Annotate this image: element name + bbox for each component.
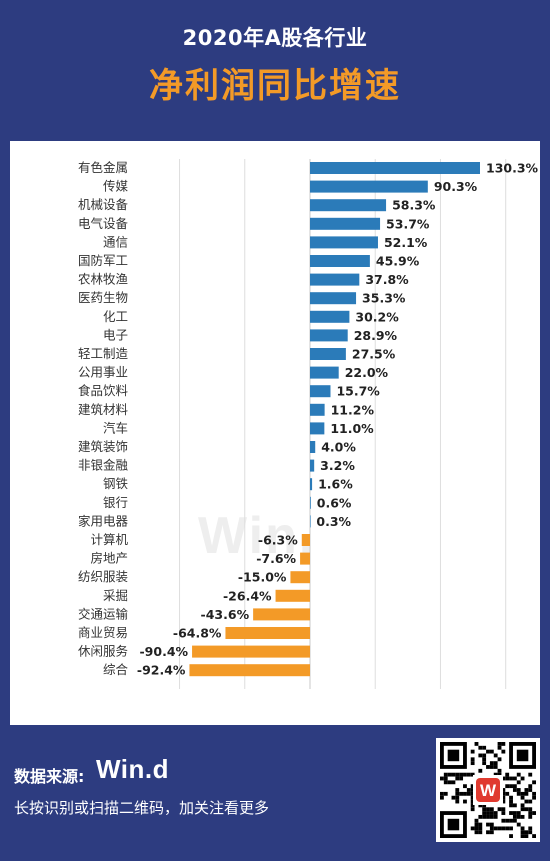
category-label: 综合 bbox=[103, 662, 129, 677]
category-label: 传媒 bbox=[103, 179, 129, 194]
bar bbox=[310, 403, 325, 416]
bar bbox=[310, 496, 311, 509]
value-label: 3.2% bbox=[320, 458, 355, 473]
data-source-label: 数据来源: bbox=[14, 767, 85, 786]
category-label: 建筑材料 bbox=[78, 402, 129, 417]
bar bbox=[290, 571, 310, 584]
value-label: 53.7% bbox=[386, 216, 430, 231]
value-label: 11.2% bbox=[331, 402, 375, 417]
bar bbox=[310, 273, 360, 286]
category-label: 汽车 bbox=[103, 420, 128, 435]
bar bbox=[310, 515, 311, 528]
bar bbox=[310, 366, 339, 379]
bar bbox=[310, 162, 480, 174]
value-label: 27.5% bbox=[352, 347, 396, 362]
bar bbox=[253, 608, 310, 621]
bar-chart: 有色金属 130.3% 传媒 90.3% 机械设备 58.3% 电气设备 53.7% 通信 52.… bbox=[78, 159, 539, 689]
qr-code-icon[interactable]: W bbox=[436, 738, 540, 842]
wind-logo: Win.d bbox=[96, 754, 170, 784]
header: 2020年A股各行业 净利润同比增速 bbox=[0, 0, 550, 140]
category-label: 银行 bbox=[103, 495, 128, 510]
category-label: 化工 bbox=[103, 309, 128, 324]
value-label: 30.2% bbox=[355, 309, 399, 324]
value-label: 22.0% bbox=[345, 365, 389, 380]
bar bbox=[275, 589, 310, 602]
value-label: 35.3% bbox=[362, 291, 406, 306]
category-label: 休闲服务 bbox=[78, 644, 128, 659]
category-label: 轻工制造 bbox=[78, 346, 129, 361]
category-label: 家用电器 bbox=[78, 513, 129, 528]
bar bbox=[310, 478, 313, 491]
bar bbox=[310, 236, 378, 249]
bar bbox=[192, 645, 310, 658]
value-label: -43.6% bbox=[201, 607, 250, 622]
category-label: 有色金属 bbox=[78, 160, 128, 175]
category-label: 计算机 bbox=[90, 532, 128, 547]
category-label: 纺织服装 bbox=[78, 569, 128, 584]
value-label: 90.3% bbox=[434, 179, 478, 194]
category-label: 非银金融 bbox=[78, 458, 129, 473]
bar bbox=[310, 310, 350, 323]
value-label: -6.3% bbox=[258, 533, 298, 548]
value-label: 130.3% bbox=[486, 161, 539, 176]
value-label: 52.1% bbox=[384, 235, 428, 250]
bar bbox=[310, 422, 325, 435]
chart-title: 净利润同比增速 bbox=[149, 66, 401, 106]
bar bbox=[310, 292, 357, 305]
category-label: 电子 bbox=[103, 327, 128, 342]
bar bbox=[310, 441, 316, 453]
category-label: 钢铁 bbox=[103, 476, 129, 491]
bar bbox=[301, 534, 310, 546]
svg-text:W: W bbox=[480, 781, 497, 800]
bar bbox=[310, 459, 315, 472]
bar bbox=[310, 348, 346, 360]
bar bbox=[225, 627, 310, 639]
category-label: 国防军工 bbox=[78, 253, 128, 268]
bar bbox=[310, 217, 381, 230]
value-label: 58.3% bbox=[392, 198, 436, 213]
bar bbox=[310, 199, 387, 212]
bar bbox=[300, 552, 310, 565]
category-label: 医药生物 bbox=[78, 290, 128, 305]
category-label: 食品饮料 bbox=[78, 383, 129, 398]
watermark: Win. bbox=[198, 507, 316, 565]
value-label: 37.8% bbox=[365, 272, 409, 287]
value-label: 11.0% bbox=[330, 421, 374, 436]
bar bbox=[189, 664, 310, 677]
follow-hint: 长按识别或扫描二维码，加关注看更多 bbox=[14, 799, 270, 817]
value-label: 0.6% bbox=[317, 495, 352, 510]
category-label: 电气设备 bbox=[78, 216, 129, 231]
category-label: 交通运输 bbox=[78, 606, 129, 621]
bar bbox=[310, 385, 331, 398]
bar bbox=[310, 255, 370, 267]
value-label: 28.9% bbox=[354, 328, 398, 343]
value-label: 15.7% bbox=[336, 384, 380, 399]
value-label: 0.3% bbox=[316, 514, 351, 529]
value-label: -15.0% bbox=[238, 570, 287, 585]
category-label: 房地产 bbox=[90, 551, 128, 566]
category-label: 农林牧渔 bbox=[78, 272, 128, 287]
wind-logo-icon bbox=[476, 778, 500, 802]
value-label: -92.4% bbox=[137, 663, 186, 678]
category-label: 采掘 bbox=[103, 588, 128, 603]
chart-panel: Win. 有色金属 130.3% 传媒 90.3% 机械设备 58.3% 电气设备 53.7%… bbox=[10, 141, 540, 725]
value-label: -64.8% bbox=[173, 626, 222, 641]
value-label: 4.0% bbox=[321, 440, 356, 455]
category-label: 建筑装饰 bbox=[78, 439, 128, 454]
value-label: -7.6% bbox=[256, 551, 296, 566]
bar bbox=[310, 180, 428, 193]
value-label: 1.6% bbox=[318, 477, 353, 492]
value-label: -90.4% bbox=[139, 644, 188, 659]
bar bbox=[310, 329, 348, 342]
value-label: -26.4% bbox=[223, 588, 272, 603]
category-label: 商业贸易 bbox=[78, 625, 128, 640]
category-label: 机械设备 bbox=[78, 197, 129, 212]
category-label: 公用事业 bbox=[78, 365, 128, 380]
category-label: 通信 bbox=[103, 234, 128, 249]
chart-subtitle: 2020年A股各行业 bbox=[182, 26, 368, 50]
value-label: 45.9% bbox=[376, 254, 420, 269]
